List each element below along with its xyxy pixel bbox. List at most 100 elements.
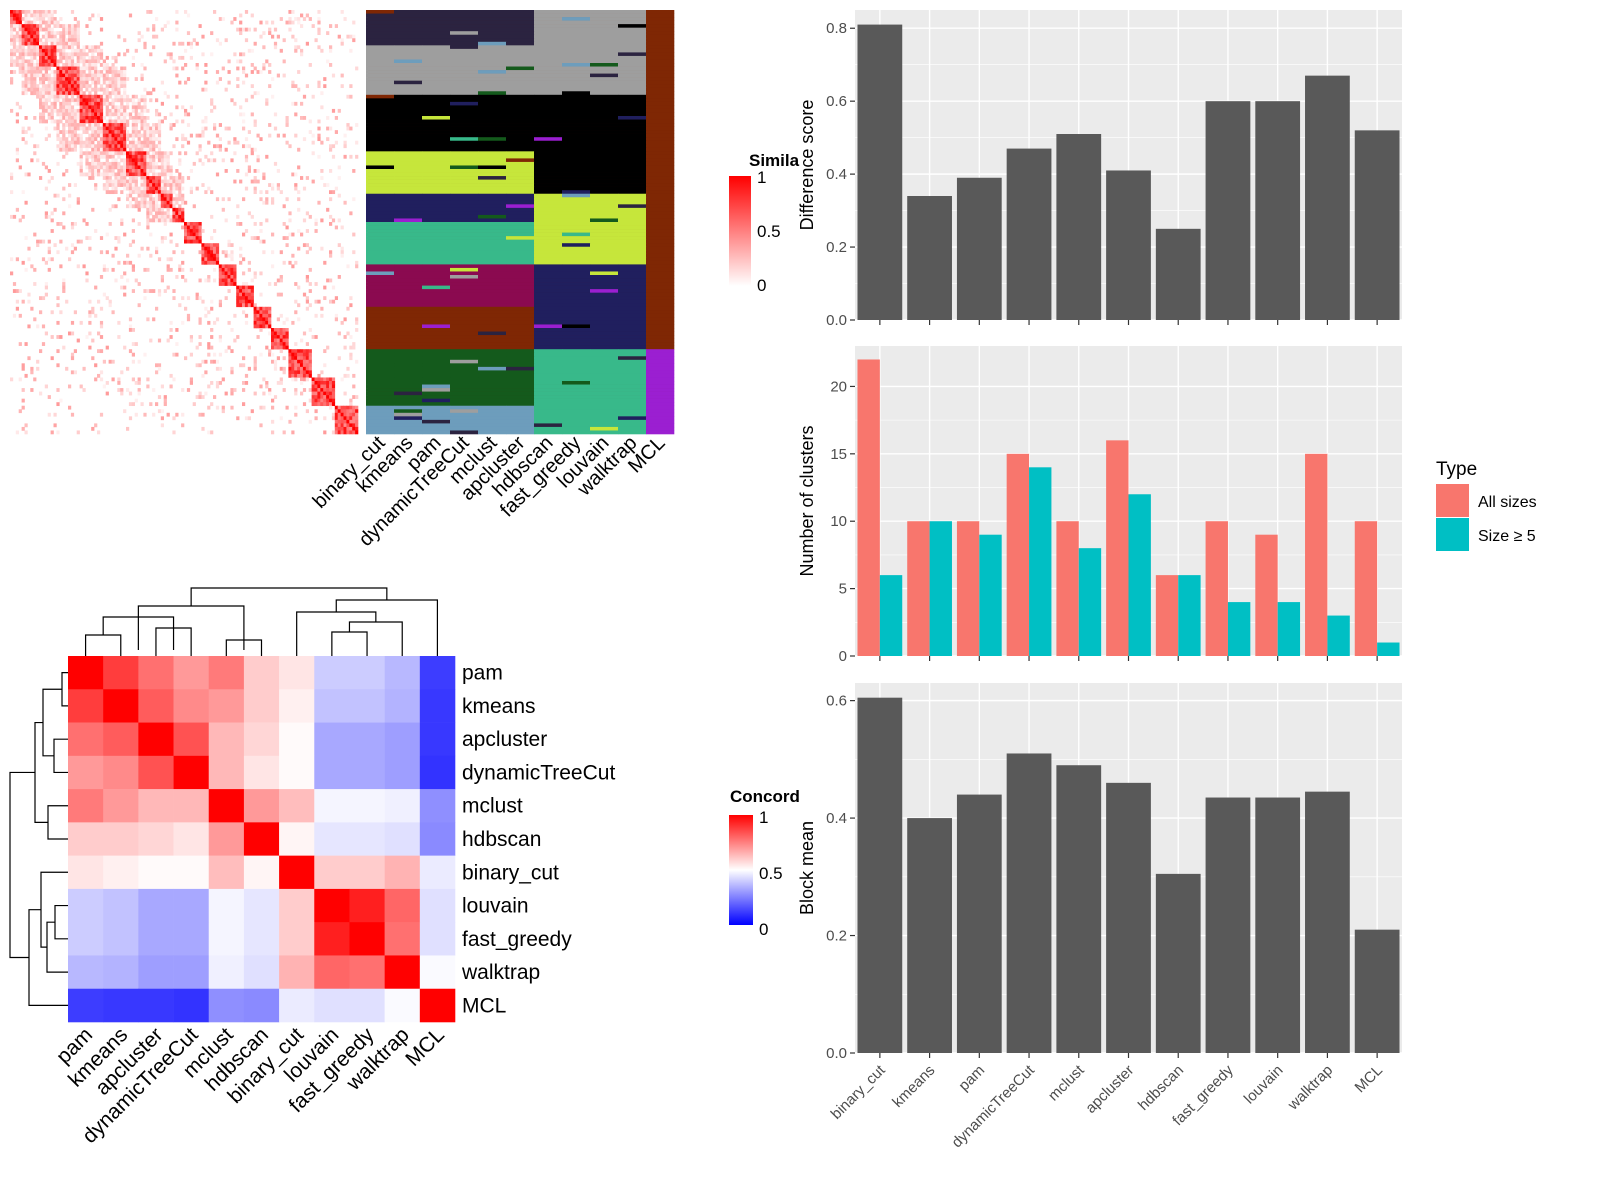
- assignment-cell: [534, 158, 563, 163]
- assignment-cell: [506, 176, 535, 180]
- similarity-cell: [189, 186, 193, 191]
- assignment-cell: [366, 264, 395, 269]
- similarity-cell: [297, 197, 301, 202]
- assignment-cell: [618, 211, 647, 216]
- similarity-cell: [323, 416, 327, 421]
- similarity-cell: [271, 264, 275, 269]
- similarity-cell: [157, 207, 162, 212]
- similarity-cell: [163, 116, 167, 120]
- similarity-cell: [279, 250, 283, 255]
- similarity-cell: [44, 55, 48, 60]
- similarity-cell: [326, 207, 330, 212]
- similarity-cell: [123, 130, 127, 134]
- assignment-cell: [478, 402, 507, 407]
- similarity-cell: [346, 264, 350, 269]
- assignment-cell: [478, 218, 507, 223]
- similarity-cell: [160, 275, 164, 279]
- assignment-cell: [562, 77, 591, 81]
- similarity-cell: [160, 179, 164, 184]
- assignment-cell: [422, 342, 451, 346]
- similarity-cell: [143, 116, 147, 120]
- similarity-cell: [123, 66, 127, 71]
- assignment-cell: [478, 388, 507, 392]
- similarity-cell: [262, 45, 266, 50]
- similarity-cell: [39, 112, 43, 117]
- assignment-cell: [506, 296, 535, 301]
- similarity-cell: [163, 236, 167, 240]
- similarity-cell: [50, 63, 54, 67]
- similarity-cell: [160, 409, 164, 414]
- similarity-cell: [294, 377, 298, 382]
- similarity-cell: [201, 412, 205, 417]
- assignment-cell: [506, 98, 535, 103]
- similarity-cell: [79, 169, 83, 173]
- similarity-cell: [155, 98, 159, 103]
- assignment-cell: [590, 48, 619, 53]
- assignment-cell: [366, 193, 395, 198]
- similarity-cell: [163, 24, 167, 28]
- assignment-cell: [646, 243, 675, 248]
- similarity-cell: [120, 183, 124, 187]
- assignment-cell: [618, 197, 647, 202]
- similarity-cell: [117, 176, 121, 180]
- assignment-cell: [562, 94, 591, 99]
- similarity-cell: [105, 345, 109, 350]
- similarity-cell: [111, 80, 115, 85]
- assignment-cell: [422, 105, 451, 110]
- similarity-cell: [155, 214, 159, 219]
- similarity-cell: [184, 236, 188, 240]
- similarity-cell: [117, 183, 121, 187]
- similarity-cell: [201, 246, 205, 251]
- similarity-cell: [346, 94, 350, 99]
- similarity-cell: [44, 52, 48, 57]
- similarity-cell: [169, 193, 173, 198]
- assignment-cell: [562, 250, 591, 255]
- similarity-cell: [53, 101, 57, 106]
- assignment-cell: [450, 229, 479, 233]
- similarity-cell: [146, 169, 150, 173]
- similarity-cell: [210, 158, 214, 163]
- similarity-cell: [210, 306, 214, 311]
- assignment-cell: [590, 38, 619, 43]
- bar: [1205, 101, 1251, 320]
- similarity-cell: [131, 229, 135, 233]
- similarity-cell: [302, 370, 307, 375]
- assignment-cell: [422, 186, 451, 191]
- similarity-cell: [108, 179, 112, 184]
- similarity-cell: [218, 123, 222, 127]
- similarity-cell: [250, 94, 254, 99]
- similarity-cell: [44, 94, 48, 99]
- similarity-cell: [30, 52, 34, 57]
- similarity-cell: [215, 366, 220, 371]
- similarity-cell: [268, 313, 272, 318]
- similarity-cell: [47, 20, 51, 25]
- similarity-cell: [111, 186, 115, 191]
- similarity-cell: [169, 169, 173, 173]
- similarity-cell: [244, 416, 249, 421]
- assignment-cell: [366, 98, 395, 103]
- assignment-cell: [534, 317, 563, 322]
- assignment-cell: [394, 197, 423, 202]
- assignment-cell: [422, 222, 451, 226]
- assignment-cell: [366, 257, 395, 262]
- similarity-cell: [271, 94, 275, 99]
- similarity-cell: [12, 214, 17, 219]
- similarity-cell: [79, 144, 83, 149]
- assignment-cell: [506, 161, 535, 166]
- assignment-cell: [562, 306, 591, 311]
- similarity-cell: [94, 84, 98, 89]
- similarity-cell: [27, 324, 31, 329]
- similarity-cell: [256, 154, 260, 159]
- similarity-cell: [294, 133, 298, 138]
- assignment-cell: [534, 52, 563, 57]
- similarity-cell: [62, 70, 66, 74]
- similarity-cell: [317, 200, 321, 205]
- assignment-cell: [450, 282, 479, 286]
- assignment-cell: [422, 55, 451, 60]
- assignment-cell: [506, 253, 535, 258]
- assignment-cell: [450, 395, 479, 399]
- similarity-cell: [143, 186, 147, 191]
- similarity-cell: [317, 377, 321, 382]
- similarity-cell: [239, 260, 243, 265]
- similarity-cell: [175, 94, 179, 99]
